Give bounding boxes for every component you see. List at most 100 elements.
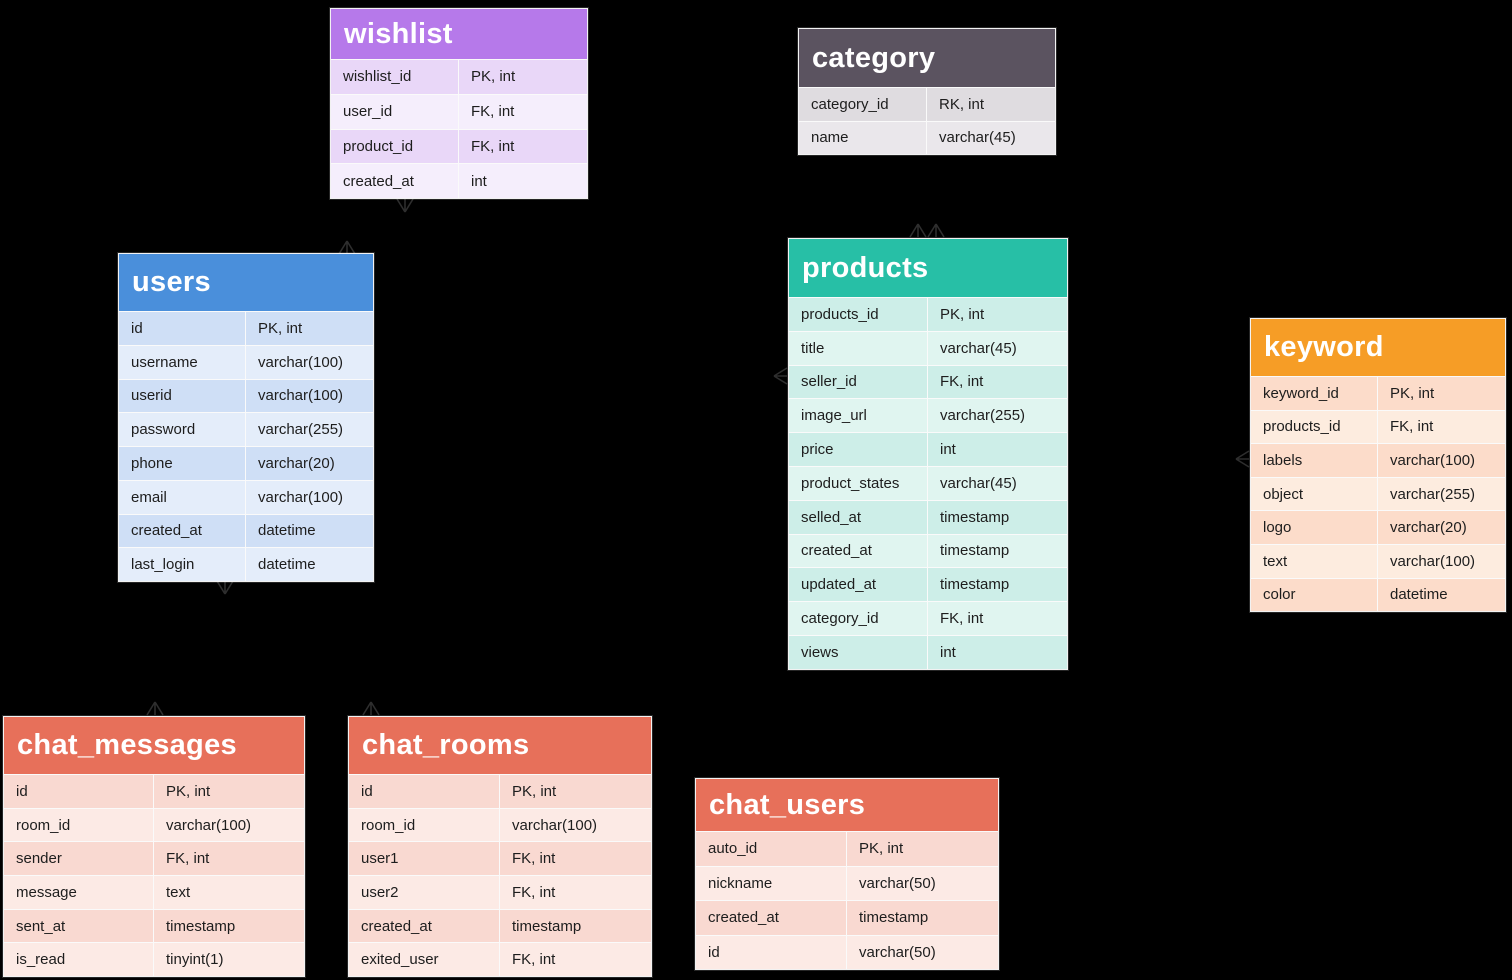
table-row-wishlist-wishlist_id[interactable]: wishlist_id PK, int xyxy=(331,59,587,94)
column-name: logo xyxy=(1251,511,1378,544)
table-row-chat_users-created_at[interactable]: created_at timestamp xyxy=(696,900,998,935)
table-header-products[interactable]: products xyxy=(789,239,1067,297)
table-row-products-category_id[interactable]: category_id FK, int xyxy=(789,601,1067,635)
table-row-users-userid[interactable]: userid varchar(100) xyxy=(119,378,373,413)
table-header-category[interactable]: category xyxy=(799,29,1055,87)
column-name: room_id xyxy=(349,808,500,842)
column-name: object xyxy=(1251,477,1378,511)
table-row-keyword-labels[interactable]: labels varchar(100) xyxy=(1251,443,1505,477)
column-type: varchar(100) xyxy=(166,816,252,834)
table-row-wishlist-product_id[interactable]: product_id FK, int xyxy=(331,128,587,164)
table-row-chat_rooms-exited_user[interactable]: exited_user FK, int xyxy=(349,942,651,977)
table-row-wishlist-created_at[interactable]: created_at int xyxy=(331,163,587,198)
column-type: datetime xyxy=(258,522,316,540)
column-name: keyword_id xyxy=(1251,377,1378,410)
table-row-products-image_url[interactable]: image_url varchar(255) xyxy=(789,398,1067,433)
column-type: varchar(20) xyxy=(258,454,335,472)
table-row-products-product_states[interactable]: product_states varchar(45) xyxy=(789,465,1067,500)
table-row-chat_users-auto_id[interactable]: auto_id PK, int xyxy=(696,831,998,866)
table-row-chat_messages-sender[interactable]: sender FK, int xyxy=(4,841,304,876)
table-row-chat_rooms-user2[interactable]: user2 FK, int xyxy=(349,875,651,909)
table-header-chat_users[interactable]: chat_users xyxy=(696,779,998,831)
crowfoot-connector xyxy=(146,701,164,716)
column-type: timestamp xyxy=(940,542,1010,560)
table-row-users-phone[interactable]: phone varchar(20) xyxy=(119,446,373,480)
crowfoot-connector xyxy=(396,198,414,213)
table-row-products-selled_at[interactable]: selled_at timestamp xyxy=(789,499,1067,534)
entity-table-keyword[interactable]: keyword keyword_id PK, int products_id FK, i… xyxy=(1250,318,1506,613)
table-row-products-created_at[interactable]: created_at timestamp xyxy=(789,533,1067,568)
entity-table-wishlist[interactable]: wishlist wishlist_id PK, int user_id FK, int… xyxy=(330,8,588,199)
table-title: chat_users xyxy=(709,788,866,821)
table-row-users-last_login[interactable]: last_login datetime xyxy=(119,547,373,581)
table-row-chat_messages-room_id[interactable]: room_id varchar(100) xyxy=(4,807,304,842)
table-title: chat_rooms xyxy=(362,729,530,761)
table-title: chat_messages xyxy=(17,729,237,761)
table-row-chat_rooms-id[interactable]: id PK, int xyxy=(349,774,651,808)
table-row-wishlist-user_id[interactable]: user_id FK, int xyxy=(331,93,587,129)
table-row-keyword-products_id[interactable]: products_id FK, int xyxy=(1251,409,1505,444)
entity-table-chat_rooms[interactable]: chat_rooms id PK, int room_id varchar(100) us… xyxy=(348,716,652,978)
column-name: id xyxy=(349,775,500,808)
column-name: password xyxy=(119,413,246,446)
column-name: views xyxy=(789,635,928,669)
entity-table-category[interactable]: category category_id RK, int name varchar(45… xyxy=(798,28,1056,155)
entity-table-products[interactable]: products products_id PK, int title varchar(4… xyxy=(788,238,1068,670)
table-header-chat_messages[interactable]: chat_messages xyxy=(4,717,304,774)
column-type: varchar(100) xyxy=(258,488,344,506)
table-row-products-products_id[interactable]: products_id PK, int xyxy=(789,297,1067,331)
table-row-keyword-text[interactable]: text varchar(100) xyxy=(1251,543,1505,578)
table-row-keyword-color[interactable]: color datetime xyxy=(1251,577,1505,612)
column-type: PK, int xyxy=(258,319,303,337)
table-row-products-views[interactable]: views int xyxy=(789,634,1067,669)
table-header-users[interactable]: users xyxy=(119,254,373,311)
table-row-chat_users-nickname[interactable]: nickname varchar(50) xyxy=(696,865,998,900)
table-row-category-category_id[interactable]: category_id RK, int xyxy=(799,87,1055,121)
column-type: text xyxy=(166,883,191,901)
table-row-category-name[interactable]: name varchar(45) xyxy=(799,120,1055,154)
column-name: message xyxy=(4,876,154,909)
table-row-users-email[interactable]: email varchar(100) xyxy=(119,479,373,514)
table-row-products-title[interactable]: title varchar(45) xyxy=(789,330,1067,365)
table-row-products-seller_id[interactable]: seller_id FK, int xyxy=(789,364,1067,399)
column-type: varchar(100) xyxy=(1390,552,1476,570)
column-name: updated_at xyxy=(789,568,928,602)
crowfoot-connector xyxy=(216,580,234,595)
column-name: category_id xyxy=(799,88,927,121)
table-row-keyword-logo[interactable]: logo varchar(20) xyxy=(1251,510,1505,544)
column-type: varchar(255) xyxy=(940,407,1026,425)
table-title: wishlist xyxy=(344,17,453,50)
table-row-keyword-keyword_id[interactable]: keyword_id PK, int xyxy=(1251,376,1505,410)
crowfoot-connector xyxy=(927,223,945,238)
table-row-chat_messages-sent_at[interactable]: sent_at timestamp xyxy=(4,908,304,943)
table-row-keyword-object[interactable]: object varchar(255) xyxy=(1251,476,1505,511)
table-header-wishlist[interactable]: wishlist xyxy=(331,9,587,59)
entity-table-users[interactable]: users id PK, int username varchar(100) userid… xyxy=(118,253,374,582)
crowfoot-connector xyxy=(773,367,788,385)
table-header-keyword[interactable]: keyword xyxy=(1251,319,1505,376)
entity-table-chat_messages[interactable]: chat_messages id PK, int room_id varchar(100… xyxy=(3,716,305,978)
table-row-chat_messages-id[interactable]: id PK, int xyxy=(4,774,304,808)
column-type: varchar(100) xyxy=(1390,451,1476,469)
table-row-chat_rooms-created_at[interactable]: created_at timestamp xyxy=(349,908,651,943)
column-type: timestamp xyxy=(940,576,1010,594)
table-row-chat_rooms-room_id[interactable]: room_id varchar(100) xyxy=(349,807,651,842)
table-row-products-updated_at[interactable]: updated_at timestamp xyxy=(789,567,1067,602)
table-row-chat_rooms-user1[interactable]: user1 FK, int xyxy=(349,841,651,876)
column-type: FK, int xyxy=(1390,418,1434,436)
table-row-users-password[interactable]: password varchar(255) xyxy=(119,412,373,446)
table-row-chat_messages-is_read[interactable]: is_read tinyint(1) xyxy=(4,942,304,977)
table-row-users-username[interactable]: username varchar(100) xyxy=(119,344,373,379)
table-row-chat_users-id[interactable]: id varchar(50) xyxy=(696,934,998,969)
column-type: varchar(100) xyxy=(258,387,344,405)
column-name: created_at xyxy=(696,901,847,935)
table-row-users-created_at[interactable]: created_at datetime xyxy=(119,513,373,548)
table-row-products-price[interactable]: price int xyxy=(789,432,1067,466)
column-type: FK, int xyxy=(471,103,515,121)
column-type: varchar(45) xyxy=(940,474,1017,492)
table-row-users-id[interactable]: id PK, int xyxy=(119,311,373,345)
column-name: created_at xyxy=(349,909,500,943)
table-header-chat_rooms[interactable]: chat_rooms xyxy=(349,717,651,774)
entity-table-chat_users[interactable]: chat_users auto_id PK, int nickname varchar(… xyxy=(695,778,999,970)
table-row-chat_messages-message[interactable]: message text xyxy=(4,875,304,909)
